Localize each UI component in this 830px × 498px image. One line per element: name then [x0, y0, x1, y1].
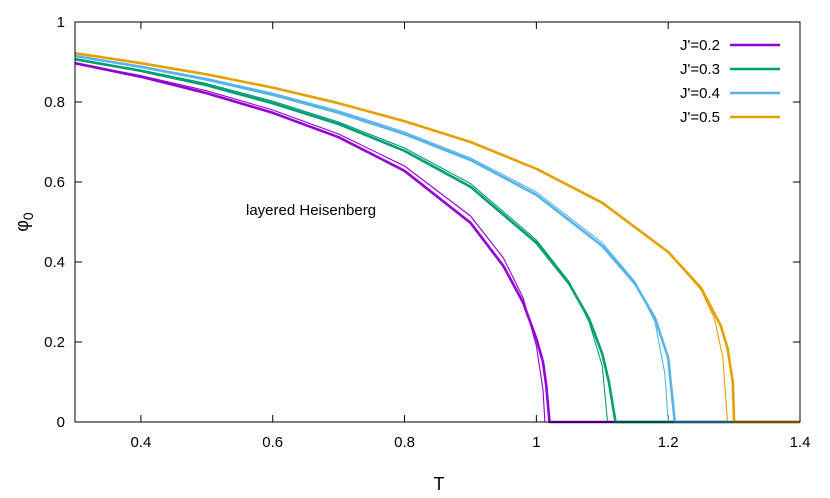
- series-line-thin: [74, 58, 800, 423]
- plot-frame: [74, 21, 801, 423]
- series-group: [74, 54, 800, 424]
- y-tick-label: 0.4: [44, 254, 65, 271]
- x-tick-labels: 0.4 0.6 0.8 1 1.2 1.4: [130, 434, 810, 451]
- legend-label: J'=0.5: [680, 109, 720, 126]
- series-line-thick: [74, 54, 800, 424]
- y-axis-label-main: φ: [12, 220, 32, 232]
- legend-label: J'=0.3: [680, 61, 720, 78]
- series-group: [74, 57, 800, 424]
- x-tick-label: 1: [532, 434, 540, 451]
- x-axis-label: T: [434, 474, 445, 494]
- x-tick-label: 1.2: [658, 434, 679, 451]
- y-axis-label: φ0: [12, 212, 36, 232]
- y-tick-label: 0.2: [44, 334, 65, 351]
- x-tick-label: 1.4: [790, 434, 811, 451]
- y-tick-label: 0.6: [44, 174, 65, 191]
- y-tick-label: 0.8: [44, 94, 65, 111]
- y-tick-label: 1: [57, 14, 65, 31]
- series-group: [74, 51, 800, 424]
- x-tick-label: 0.8: [394, 434, 415, 451]
- series-line-thick: [74, 57, 800, 424]
- legend-label: J'=0.2: [680, 37, 720, 54]
- series-line-thin: [74, 62, 800, 423]
- y-tick-label: 0: [57, 414, 65, 431]
- annotation-text: layered Heisenberg: [246, 202, 376, 219]
- y-tick-labels: 0 0.2 0.4 0.6 0.8 1: [44, 14, 65, 431]
- legend: J'=0.2 J'=0.3 J'=0.4 J'=0.5: [680, 37, 780, 126]
- series-line-thick: [74, 51, 800, 424]
- x-tick-label: 0.4: [130, 434, 151, 451]
- x-tick-label: 0.6: [262, 434, 283, 451]
- series-layer: [74, 51, 800, 424]
- legend-label: J'=0.4: [680, 85, 720, 102]
- y-axis-label-subscript: 0: [20, 212, 36, 220]
- ticks-layer: [75, 21, 801, 423]
